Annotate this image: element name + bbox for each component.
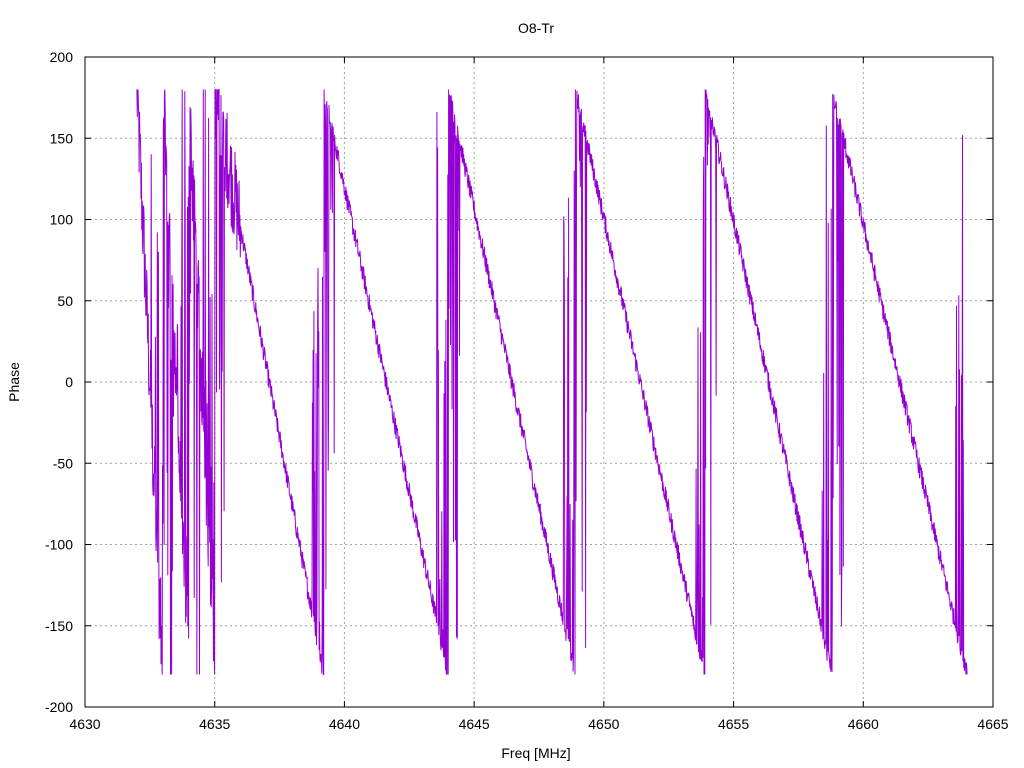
x-tick-label: 4665	[977, 716, 1008, 732]
phase-series-line	[136, 89, 968, 675]
y-axis-title: Phase	[6, 362, 22, 402]
y-tick-label: -200	[45, 699, 73, 715]
y-tick-label: -100	[45, 537, 73, 553]
x-tick-label: 4655	[718, 716, 749, 732]
x-tick-label: 4660	[848, 716, 879, 732]
x-tick-label: 4640	[329, 716, 360, 732]
y-tick-label: -50	[53, 455, 73, 471]
y-tick-label: 50	[57, 293, 73, 309]
y-tick-label: 100	[50, 212, 74, 228]
x-tick-label: 4645	[459, 716, 490, 732]
y-tick-label: 200	[50, 49, 74, 65]
x-tick-label: 4650	[588, 716, 619, 732]
x-tick-label: 4635	[199, 716, 230, 732]
y-tick-label: 150	[50, 130, 74, 146]
x-tick-label: 4630	[69, 716, 100, 732]
axis-ticks: 4630 4635 4640 4645 4650 4655 4660 4665 -200 -150…	[45, 49, 1009, 732]
x-axis-title: Freq [MHz]	[501, 745, 570, 761]
y-tick-label: -150	[45, 618, 73, 634]
plot-area	[136, 89, 968, 675]
y-tick-label: 0	[65, 374, 73, 390]
chart-title: O8-Tr	[518, 20, 554, 36]
